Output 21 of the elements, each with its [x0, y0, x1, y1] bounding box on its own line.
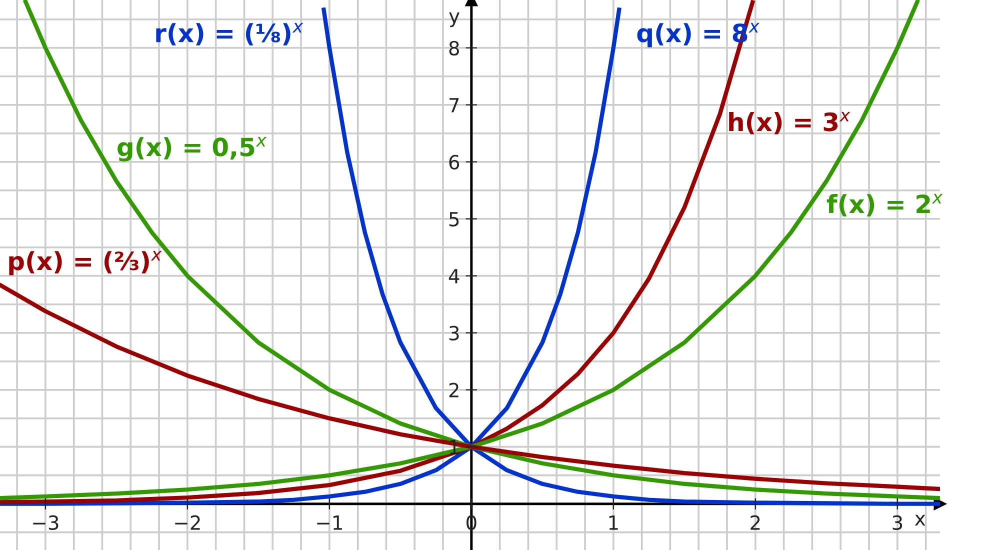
series-label: h(x) = 3$^{x}$ — [729, 112, 850, 134]
y-tick-label: 8 — [449, 40, 459, 56]
series-label: p(x) = (⅔)$^{x}$ — [9, 250, 162, 276]
y-tick-label: 2 — [449, 382, 458, 398]
series-label: g(x) = 0,5$^{x}$ — [118, 136, 267, 162]
x-tick-label: 2 — [750, 515, 760, 530]
series-label: f(x) = 2$^{x}$ — [826, 194, 943, 216]
y-tick-label: 6 — [449, 154, 460, 170]
y-tick-label: 3 — [449, 326, 459, 341]
x-tick-label: −2 — [175, 515, 200, 530]
x-tick-label: −1 — [317, 516, 342, 530]
y-tick-label: 5 — [449, 212, 459, 227]
x-tick-label: −3 — [33, 515, 58, 530]
series-label: r(x) = (⅛)$^{x}$ — [156, 22, 304, 46]
y-axis-title: y — [449, 12, 460, 28]
y-tick-label: 7 — [450, 98, 459, 112]
x-axis-title: x — [914, 514, 926, 526]
y-tick-label: 1 — [450, 440, 459, 454]
x-tick-label: 1 — [609, 516, 618, 530]
y-tick-label: 4 — [448, 269, 460, 284]
x-tick-label: 3 — [892, 515, 902, 530]
